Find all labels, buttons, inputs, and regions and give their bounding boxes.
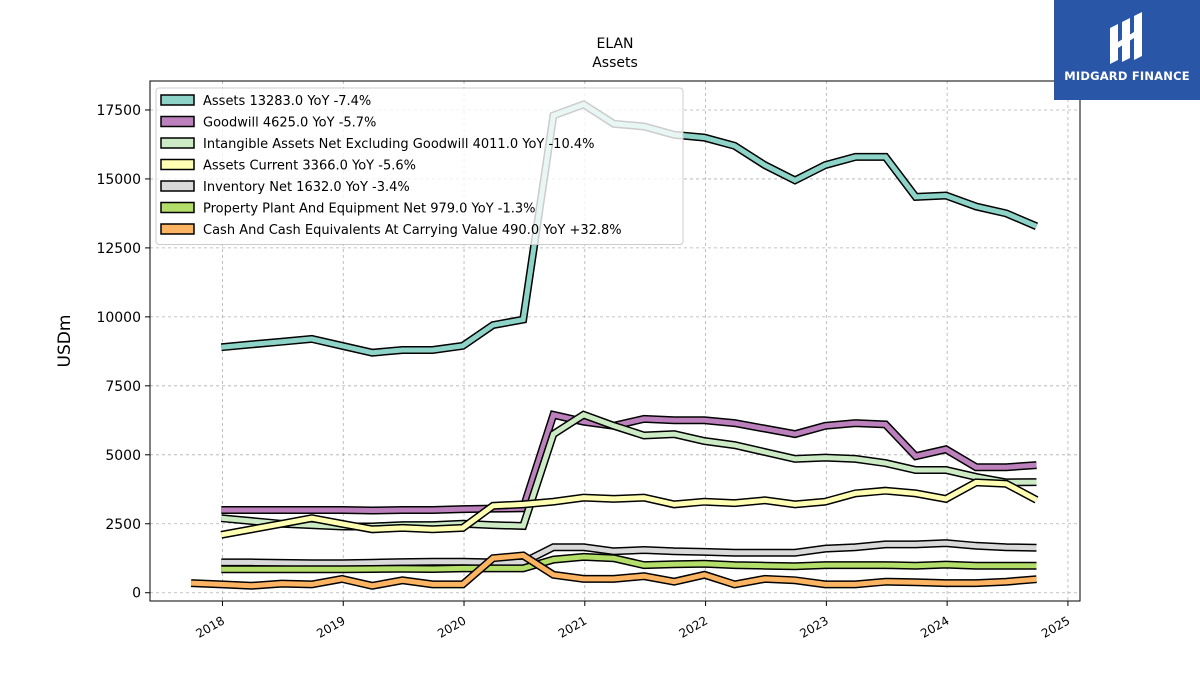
x-tick-label: 2024 bbox=[918, 613, 951, 640]
legend-swatch bbox=[160, 158, 195, 171]
legend-swatch bbox=[160, 223, 195, 235]
legend-label: Goodwill 4625.0 YoY -5.7% bbox=[203, 116, 376, 131]
legend-label: Assets 13283.0 YoY -7.4% bbox=[203, 94, 371, 109]
legend-swatch bbox=[160, 137, 195, 149]
x-tick-label: 2022 bbox=[677, 613, 710, 640]
x-tick-label: 2025 bbox=[1039, 613, 1072, 640]
y-axis-label: USDm bbox=[55, 315, 75, 368]
legend-box bbox=[155, 87, 684, 245]
y-tick-label: 2500 bbox=[105, 517, 141, 533]
legend-label: Intangible Assets Net Excluding Goodwill… bbox=[203, 137, 594, 152]
y-tick-label: 0 bbox=[132, 586, 141, 602]
y-tick-label: 17500 bbox=[96, 103, 141, 119]
legend-label: Cash And Cash Equivalents At Carrying Va… bbox=[203, 223, 622, 238]
y-tick-label: 10000 bbox=[96, 310, 141, 326]
logo-text: MIDGARD FINANCE bbox=[1064, 69, 1190, 83]
legend-label: Inventory Net 1632.0 YoY -3.4% bbox=[203, 180, 410, 195]
plot-frame bbox=[149, 80, 1081, 602]
series-line bbox=[221, 411, 1037, 514]
y-tick-label: 7500 bbox=[105, 379, 141, 395]
logo-mark-icon bbox=[1110, 12, 1142, 64]
legend-swatch bbox=[160, 180, 195, 192]
legend: Assets 13283.0 YoY -7.4% Goodwill 4625.0 … bbox=[155, 87, 684, 245]
x-tick-label: 2019 bbox=[314, 613, 347, 640]
y-tick-label: 5000 bbox=[105, 448, 141, 464]
y-tick-label: 12500 bbox=[96, 241, 141, 257]
y-tick-label: 15000 bbox=[96, 172, 141, 188]
legend-swatch bbox=[160, 115, 195, 128]
chart-subtitle: Assets bbox=[592, 55, 638, 71]
x-tick-label: 2020 bbox=[435, 613, 468, 640]
legend-swatch bbox=[160, 94, 195, 106]
brand-logo: MIDGARD FINANCE bbox=[1054, 0, 1200, 100]
chart-title: ELAN bbox=[596, 36, 633, 52]
legend-label: Assets Current 3366.0 YoY -5.6% bbox=[203, 159, 416, 174]
x-tick-label: 2021 bbox=[556, 613, 589, 640]
x-tick-label: 2018 bbox=[194, 613, 227, 640]
series-line bbox=[220, 479, 1038, 538]
series-line bbox=[221, 540, 1037, 566]
legend-label: Property Plant And Equipment Net 979.0 Y… bbox=[203, 202, 536, 217]
series-line bbox=[221, 554, 1037, 572]
x-tick-label: 2023 bbox=[797, 613, 830, 640]
legend-swatch bbox=[160, 201, 195, 214]
series-line bbox=[190, 552, 1037, 589]
